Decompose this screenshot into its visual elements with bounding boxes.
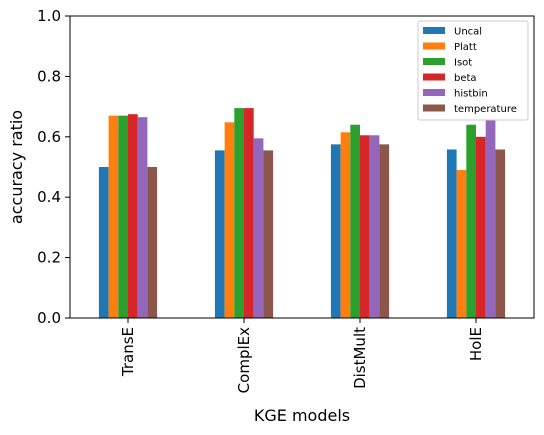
bar-beta-hole — [476, 137, 486, 318]
legend-label-platt: Platt — [454, 42, 477, 53]
legend-label-uncal: Uncal — [454, 27, 482, 38]
bar-isot-transe — [118, 116, 128, 318]
legend: Uncal Platt Isot beta histbin temperature — [418, 21, 528, 120]
bar-histbin-distmult — [370, 135, 380, 318]
legend-swatch-beta — [423, 74, 445, 81]
bar-platt-distmult — [341, 132, 351, 318]
bar-histbin-transe — [138, 117, 148, 318]
bar-uncal-hole — [447, 149, 457, 318]
bars-group — [99, 98, 505, 318]
bar-beta-complex — [244, 108, 254, 318]
legend-swatch-platt — [423, 43, 445, 50]
y-axis-title: accuracy ratio — [7, 110, 26, 224]
y-tick-label: 0.2 — [37, 249, 61, 267]
y-tick-label: 0.6 — [37, 128, 61, 146]
y-axis: 0.0 0.2 0.4 0.6 0.8 1.0 — [37, 7, 70, 327]
y-tick-label: 0.8 — [37, 67, 61, 85]
legend-swatch-uncal — [423, 27, 445, 34]
legend-label-histbin: histbin — [454, 89, 488, 100]
bar-temperature-transe — [147, 167, 157, 318]
bar-uncal-distmult — [331, 144, 341, 318]
legend-swatch-isot — [423, 58, 445, 65]
bar-platt-hole — [457, 170, 467, 318]
bar-histbin-complex — [254, 138, 264, 318]
bar-temperature-hole — [495, 149, 505, 318]
legend-label-beta: beta — [454, 73, 477, 84]
bar-uncal-transe — [99, 167, 109, 318]
bar-temperature-distmult — [379, 144, 389, 318]
bar-platt-complex — [225, 122, 235, 318]
bar-beta-distmult — [360, 135, 370, 318]
bar-isot-complex — [234, 108, 244, 318]
bar-temperature-complex — [263, 150, 273, 318]
y-tick-label: 0.0 — [37, 309, 61, 327]
legend-swatch-histbin — [423, 89, 445, 96]
x-tick-label-complex: ComplEx — [235, 327, 253, 393]
bar-histbin-hole — [486, 98, 496, 318]
x-tick-label-hole: HolE — [467, 327, 485, 361]
y-tick-label: 1.0 — [37, 7, 61, 25]
x-axis-title: KGE models — [254, 406, 350, 425]
bar-uncal-complex — [215, 150, 225, 318]
x-axis: TransE ComplEx DistMult HolE — [119, 318, 485, 393]
bar-isot-distmult — [350, 125, 360, 318]
bar-platt-transe — [109, 116, 119, 318]
bar-isot-hole — [466, 125, 476, 318]
legend-label-isot: Isot — [454, 58, 472, 69]
legend-label-temperature: temperature — [454, 104, 517, 115]
legend-swatch-temperature — [423, 105, 445, 112]
x-tick-label-distmult: DistMult — [351, 327, 369, 389]
bar-beta-transe — [128, 114, 138, 318]
x-tick-label-transe: TransE — [119, 327, 137, 377]
y-tick-label: 0.4 — [37, 188, 61, 206]
